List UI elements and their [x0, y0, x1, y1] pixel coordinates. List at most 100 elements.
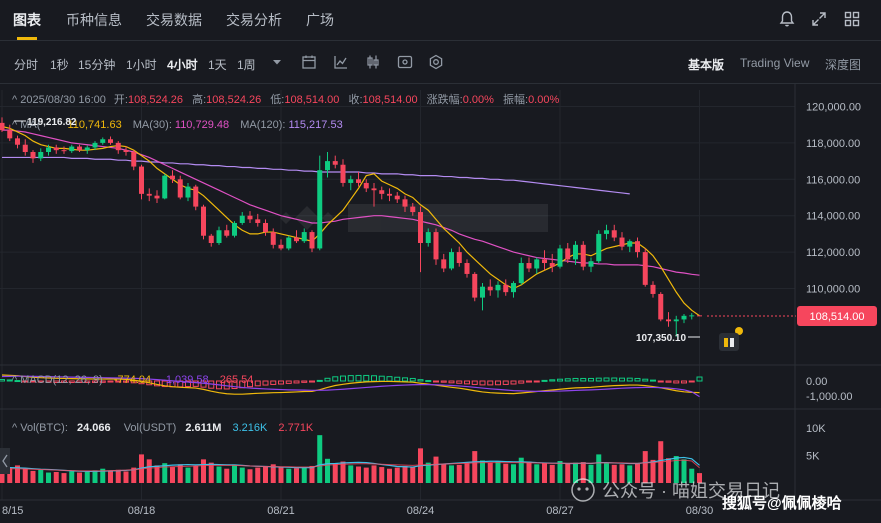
indicator-icon[interactable]: [332, 53, 350, 71]
volume-bar: [325, 458, 330, 483]
macd-histogram-bar: [603, 377, 610, 382]
candle-body: [162, 175, 168, 199]
candle-body: [232, 222, 237, 236]
candle-body: [15, 138, 20, 145]
view-tradingview[interactable]: Trading View: [740, 56, 810, 70]
timeframe-1d[interactable]: 1天: [208, 58, 227, 72]
volume-bar: [379, 467, 385, 483]
ohlc-legend: ^ 2025/08/30 16:00 开:108,524.26 高:108,52…: [12, 92, 559, 106]
ma120-line-path: [2, 156, 630, 195]
volume-bar: [441, 463, 447, 483]
macd-histogram-bar: [487, 380, 494, 386]
candle-body: [263, 222, 268, 233]
candle-body: [534, 259, 540, 269]
volume-tick-label: 10K: [806, 423, 826, 435]
tab-coin-info[interactable]: 币种信息: [66, 12, 122, 28]
candle-body: [642, 252, 648, 285]
volume-panel: [0, 435, 702, 483]
macd-dif-line: [1, 374, 700, 395]
macd-histogram-bar: [99, 380, 106, 383]
volume-bar: [255, 467, 261, 483]
layout-grid-icon[interactable]: [843, 10, 861, 28]
macd-histogram-bar: [425, 380, 432, 383]
timeframe-15m[interactable]: 15分钟: [78, 58, 116, 72]
current-price-tag: 108,514.00: [707, 306, 877, 326]
volume-bar: [604, 463, 609, 483]
trade-markers-icon[interactable]: [719, 333, 739, 351]
tab-square[interactable]: 广场: [306, 12, 334, 28]
macd-histogram-bar: [580, 377, 587, 382]
live-dot-icon: [735, 327, 743, 335]
timeframe-tick[interactable]: 分时: [14, 58, 39, 72]
exchange-watermark-logo: [280, 204, 548, 232]
macd-histogram-bar: [681, 380, 687, 384]
macd-histogram-bar: [45, 380, 52, 383]
macd-histogram-bar: [440, 380, 447, 383]
candle-body: [573, 244, 578, 260]
candle-body: [418, 212, 423, 243]
social-watermark: 公众号 · 喵姐交易日记 搜狐号@佩佩棱哈: [571, 478, 842, 512]
caret-down-icon[interactable]: [268, 53, 286, 71]
candle-body: [100, 139, 106, 143]
timeframe-1w[interactable]: 1周: [237, 58, 256, 72]
volume-bar: [487, 462, 493, 483]
tab-trading-analysis[interactable]: 交易分析: [226, 12, 282, 28]
macd-legend: ^ MACD(12, 26, 9) -774.04 -1,039.58 265.…: [12, 374, 253, 386]
volume-bar: [69, 471, 75, 483]
volume-bar: [22, 468, 28, 483]
candle-style-icon[interactable]: [364, 53, 382, 71]
expand-icon[interactable]: [810, 10, 828, 28]
volume-bar: [580, 462, 586, 483]
volume-bar: [7, 467, 13, 483]
macd-histogram-bar: [37, 380, 44, 383]
chart-settings-icon[interactable]: [396, 53, 414, 71]
timeframe-4h[interactable]: 4小时: [167, 58, 198, 72]
time-tick-label: 8/15: [2, 505, 23, 517]
volume-bar: [456, 464, 462, 483]
volume-bar: [301, 467, 307, 483]
price-chart[interactable]: 120,000.00 118,000.00 116,000.00 114,000.00…: [0, 84, 881, 523]
macd-histogram-bar: [557, 378, 563, 382]
volume-bar: [247, 469, 253, 483]
view-basic[interactable]: 基本版: [688, 58, 725, 72]
price-tick-label: 118,000.00: [806, 138, 860, 150]
volume-bar: [511, 464, 516, 483]
candle-body: [123, 150, 129, 152]
volume-bar: [46, 472, 51, 483]
volume-bar: [689, 468, 695, 483]
volume-bar: [495, 461, 501, 483]
candle-body: [340, 164, 346, 183]
macd-histogram-bar: [657, 380, 664, 383]
calendar-icon[interactable]: [300, 53, 318, 71]
candle-body: [549, 263, 555, 267]
svg-text:119,216.82: 119,216.82: [27, 117, 77, 128]
svg-text:公众号 · 喵姐交易日记: 公众号 · 喵姐交易日记: [602, 481, 780, 501]
price-tick-label: 110,000.00: [806, 284, 860, 296]
volume-bar: [627, 465, 633, 483]
macd-histogram-bar: [22, 380, 29, 383]
candle-body: [115, 142, 121, 151]
scroll-left-handle[interactable]: [0, 448, 10, 474]
gear-icon[interactable]: [427, 53, 445, 71]
macd-histogram-bar: [107, 380, 114, 383]
timeframe-1s[interactable]: 1秒: [50, 58, 69, 72]
bell-icon[interactable]: [778, 10, 796, 28]
timeframe-1h[interactable]: 1小时: [126, 58, 157, 72]
macd-histogram-bar: [231, 380, 238, 389]
candle-body: [689, 315, 695, 317]
volume-bar: [15, 465, 20, 483]
candle-body: [185, 186, 191, 198]
macd-histogram-bar: [386, 376, 393, 382]
macd-histogram-bar: [471, 380, 478, 385]
macd-histogram-bar: [316, 379, 323, 382]
candle-body: [154, 195, 160, 199]
view-depth[interactable]: 深度图: [825, 58, 862, 72]
macd-histogram-bar: [247, 380, 253, 388]
tab-chart[interactable]: 图表: [13, 12, 41, 28]
volume-bar: [162, 463, 168, 483]
macd-histogram-bar: [355, 374, 362, 382]
volume-bar: [433, 456, 439, 483]
volume-bar: [363, 467, 369, 483]
tab-trading-data[interactable]: 交易数据: [146, 12, 202, 28]
volume-bar: [77, 472, 82, 483]
